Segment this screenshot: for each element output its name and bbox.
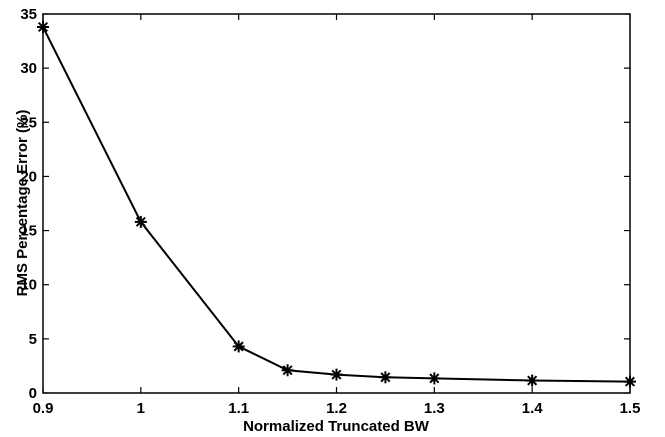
x-tick-label: 1.3 [424, 400, 445, 417]
data-point [281, 364, 294, 377]
data-point [428, 372, 441, 385]
y-axis: 0 5 10 15 20 25 30 35 [20, 6, 630, 402]
y-tick-label: 15 [20, 223, 37, 240]
x-tick-label: 1.5 [620, 400, 641, 417]
data-point [379, 371, 392, 384]
data-point [624, 375, 636, 388]
y-tick-label: 0 [29, 385, 37, 402]
data-point [330, 368, 343, 381]
x-axis-label: Normalized Truncated BW [243, 418, 430, 435]
y-tick-label: 25 [20, 114, 37, 131]
x-axis: 0.9 1 1.1 1.2 1.3 1.4 1.5 [33, 14, 641, 417]
data-point [232, 340, 245, 353]
y-axis-label: RMS Percentage Error (%) [14, 110, 31, 297]
series-markers [37, 20, 636, 388]
data-point [134, 215, 147, 228]
y-tick-label: 5 [29, 331, 37, 348]
x-tick-label: 0.9 [33, 400, 54, 417]
y-tick-label: 20 [20, 168, 37, 185]
y-tick-label: 30 [20, 60, 37, 77]
y-tick-label: 10 [20, 277, 37, 294]
plot-area [42, 13, 631, 394]
x-tick-label: 1.1 [228, 400, 249, 417]
y-tick-label: 35 [20, 6, 37, 23]
x-tick-label: 1.2 [326, 400, 347, 417]
data-point [526, 374, 539, 387]
x-tick-label: 1.4 [522, 400, 544, 417]
data-point [37, 20, 49, 33]
x-tick-label: 1 [137, 400, 145, 417]
